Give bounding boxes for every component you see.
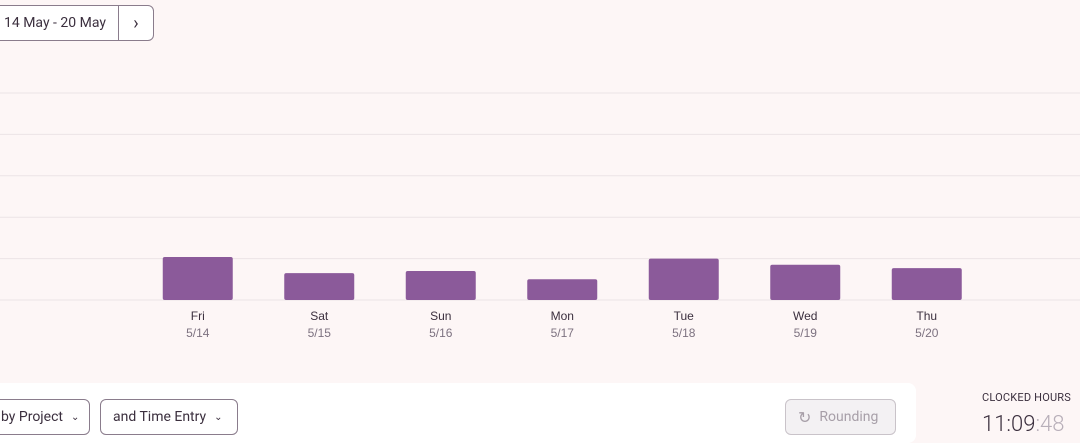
bar [770,264,841,300]
next-week-button[interactable]: › [118,5,154,41]
bar [405,271,476,300]
x-tick-label: Fri [191,309,205,323]
x-tick-label: Sun [430,309,451,323]
date-range: 14 May - 20 May [4,15,106,31]
x-tick-label: Tue [674,309,695,323]
x-tick-label: Wed [793,309,817,323]
x-tick-date: 5/16 [429,326,453,340]
bar [284,273,355,300]
time-main: 11:09 [982,412,1036,437]
x-tick-label: Mon [551,309,574,323]
rounding-label: Rounding [819,409,879,425]
sub-group-dropdown[interactable]: and Time Entry ⌄ [100,399,238,435]
x-tick-label: Sat [310,309,329,323]
date-range-button[interactable]: 14 May - 20 May [0,5,119,41]
time-seconds: :48 [1035,412,1065,437]
rounding-button[interactable]: ↻ Rounding [785,399,896,435]
clocked-hours-label: CLOCKED HOURS [982,391,1072,404]
x-tick-date: 5/15 [308,326,332,340]
group-by-dropdown[interactable]: by Project ⌄ [0,399,90,435]
chart: Fri 5/14 Sat 5/15 Sun 5/16 Mon 5/17 Tue 5/18 Wed 5/… [0,92,1080,340]
chevron: ⌄ [214,411,223,423]
bar [891,268,962,300]
x-tick-date: 5/14 [186,326,210,340]
clocked-hours-value: 11:09:48 [982,412,1064,437]
chevron: ⌄ [71,411,80,423]
x-tick-date: 5/18 [672,326,696,340]
x-tick-date: 5/20 [915,326,939,340]
group-by-label: by Project [1,409,63,425]
x-tick-date: 5/17 [551,326,575,340]
rounding-icon: ↻ [798,407,812,427]
sub-group-label: and Time Entry [113,409,207,425]
bar [527,279,598,300]
bar [162,256,233,300]
x-tick-date: 5/19 [794,326,818,340]
x-tick-label: Thu [916,309,937,323]
next-icon: › [133,12,139,34]
bar [648,258,719,300]
